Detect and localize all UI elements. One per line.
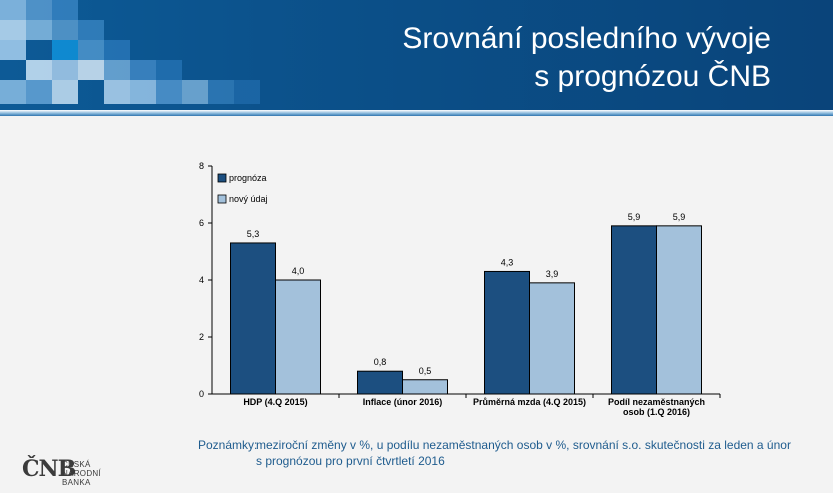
x-category-label: Podíl nezaměstnaných: [608, 397, 705, 407]
bar-prognoza: [484, 270, 530, 395]
y-tick-label: 6: [199, 218, 204, 228]
y-tick-label: 8: [199, 161, 204, 171]
legend-label: nový údaj: [229, 194, 268, 204]
bar-novy-udaj: [402, 379, 448, 395]
header-tile: [182, 80, 208, 104]
legend-swatch: [217, 173, 227, 183]
header-tile: [52, 80, 78, 104]
header-tile: [52, 60, 78, 80]
header-tile: [0, 0, 26, 20]
legend-label: prognóza: [229, 173, 267, 183]
data-label: 5,9: [628, 212, 641, 222]
header-tile: [0, 80, 26, 104]
header-tile: [156, 80, 182, 104]
bar-prognoza: [611, 225, 657, 395]
data-label: 5,9: [673, 212, 686, 222]
data-label: 4,0: [292, 266, 305, 276]
x-category-label: Inflace (únor 2016): [363, 397, 443, 407]
y-tick-label: 2: [199, 332, 204, 342]
header-tile: [130, 80, 156, 104]
data-label: 0,8: [374, 357, 387, 367]
header-tile: [26, 80, 52, 104]
slide-title-line-1: Srovnání posledního vývoje: [402, 22, 771, 55]
x-category-label: Průměrná mzda (4.Q 2015): [473, 397, 586, 407]
y-tick-label: 0: [199, 389, 204, 399]
bar-prognoza: [357, 370, 403, 395]
cnb-logo-text-line-2: NÁRODNÍ BANKA: [62, 469, 101, 487]
header-tile: [156, 60, 182, 80]
notes-label: Poznámky:: [198, 438, 258, 452]
notes-text-1: meziroční změny v %, u podílu nezaměstna…: [256, 438, 791, 452]
header-tile: [208, 80, 234, 104]
chart-notes: Poznámky:meziroční změny v %, u podílu n…: [198, 437, 798, 469]
slide-title-line-2: s prognózou ČNB: [534, 60, 771, 93]
header-tile: [130, 60, 156, 80]
header-divider: [0, 110, 833, 116]
data-label: 0,5: [419, 366, 432, 376]
notes-line-2: s prognózou pro první čtvrtletí 2016: [256, 454, 445, 468]
bar-novy-udaj: [275, 279, 321, 395]
header-tile: [52, 20, 78, 40]
header-tile: [104, 80, 130, 104]
x-category-label: osob (1.Q 2016): [623, 407, 690, 417]
cnb-logo-text: ČESKÁ NÁRODNÍ BANKA: [62, 460, 132, 487]
header-tile: [104, 60, 130, 80]
x-category-label: HDP (4.Q 2015): [243, 397, 307, 407]
header-tile: [234, 80, 260, 104]
bar-novy-udaj: [529, 282, 575, 395]
cnb-logo-text-line-1: ČESKÁ: [62, 460, 91, 469]
data-label: 3,9: [546, 269, 559, 279]
header-tile: [78, 60, 104, 80]
header-tile: [0, 20, 26, 40]
header-tile: [104, 40, 130, 60]
cnb-logo: ČNB ČESKÁ NÁRODNÍ BANKA: [22, 456, 132, 487]
header-tile: [26, 0, 52, 20]
header-tile: [78, 40, 104, 60]
bar-novy-udaj: [656, 225, 702, 395]
y-tick-label: 4: [199, 275, 204, 285]
header-tile: [26, 20, 52, 40]
data-label: 4,3: [501, 257, 514, 267]
data-label: 5,3: [247, 229, 260, 239]
header-tile: [78, 20, 104, 40]
bar-prognoza: [230, 242, 276, 395]
legend-swatch: [217, 194, 227, 204]
header-tile: [0, 40, 26, 60]
notes-line-1: Poznámky:meziroční změny v %, u podílu n…: [198, 437, 798, 453]
slide-title: Srovnání posledního vývoje s prognózou Č…: [402, 20, 771, 96]
header-tile: [52, 40, 78, 60]
slide-header: Srovnání posledního vývoje s prognózou Č…: [0, 0, 833, 110]
header-tile: [26, 60, 52, 80]
cnb-logo-mark: ČNB: [22, 456, 76, 482]
header-tile: [52, 0, 78, 20]
